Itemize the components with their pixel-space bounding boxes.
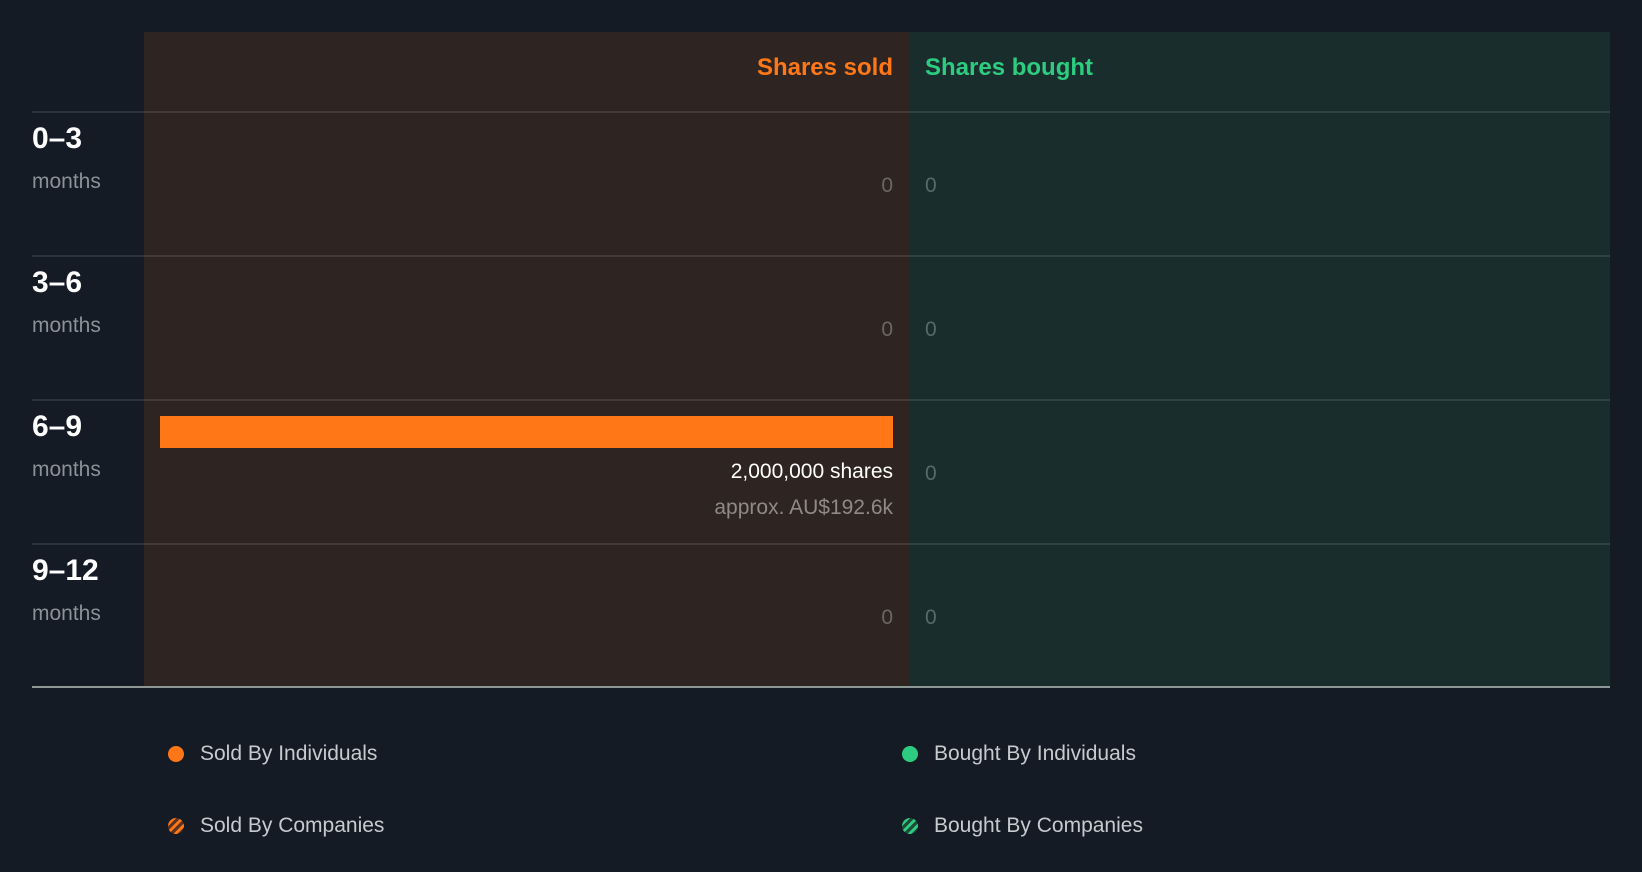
period-range: 0–3 <box>32 122 83 155</box>
bought-value: 0 <box>925 462 937 485</box>
legend-label: Bought By Companies <box>934 814 1143 837</box>
legend-label: Bought By Individuals <box>934 742 1136 765</box>
legend-bought-by-companies[interactable]: Bought By Companies <box>902 814 1143 838</box>
legend-bought-by-individuals[interactable]: Bought By Individuals <box>902 742 1136 766</box>
shares-sold-header: Shares sold <box>756 54 893 81</box>
period-row-0-3: 0–3 months 0 0 <box>0 112 1642 256</box>
shares-sold-column <box>144 32 909 687</box>
period-row-3-6: 3–6 months 0 0 <box>0 256 1642 400</box>
period-row-6-9: 6–9 months 2,000,000 shares approx. AU$1… <box>0 400 1642 544</box>
bought-value: 0 <box>925 318 937 341</box>
legend-label: Sold By Individuals <box>200 742 378 765</box>
hatched-orange-dot-icon <box>168 818 184 834</box>
period-range: 9–12 <box>32 554 99 587</box>
period-unit: months <box>32 170 101 193</box>
bought-value: 0 <box>925 606 937 629</box>
period-unit: months <box>32 602 101 625</box>
legend-label: Sold By Companies <box>200 814 385 837</box>
chart-baseline <box>32 686 1610 688</box>
legend-sold-by-companies[interactable]: Sold By Companies <box>168 814 384 838</box>
shares-bought-header: Shares bought <box>925 54 1094 81</box>
row-divider <box>32 111 1610 113</box>
sold-value: 0 <box>881 318 893 341</box>
bought-value: 0 <box>925 174 937 197</box>
row-divider <box>32 543 1610 545</box>
period-row-9-12: 9–12 months 0 0 <box>0 544 1642 688</box>
period-range: 3–6 <box>32 266 83 299</box>
hatched-green-dot-icon <box>902 818 918 834</box>
sold-value: 0 <box>881 174 893 197</box>
period-unit: months <box>32 314 101 337</box>
shares-bought-column <box>909 32 1610 687</box>
legend-sold-by-individuals[interactable]: Sold By Individuals <box>168 742 377 766</box>
sold-shares-label: 2,000,000 shares <box>730 460 893 483</box>
row-divider <box>32 399 1610 401</box>
period-range: 6–9 <box>32 410 83 443</box>
solid-green-dot-icon <box>902 746 918 762</box>
sold-approx-value: approx. AU$192.6k <box>714 496 893 519</box>
sold-value: 0 <box>881 606 893 629</box>
sold-bar[interactable] <box>160 416 893 448</box>
solid-orange-dot-icon <box>168 746 184 762</box>
row-divider <box>32 255 1610 257</box>
period-unit: months <box>32 458 101 481</box>
